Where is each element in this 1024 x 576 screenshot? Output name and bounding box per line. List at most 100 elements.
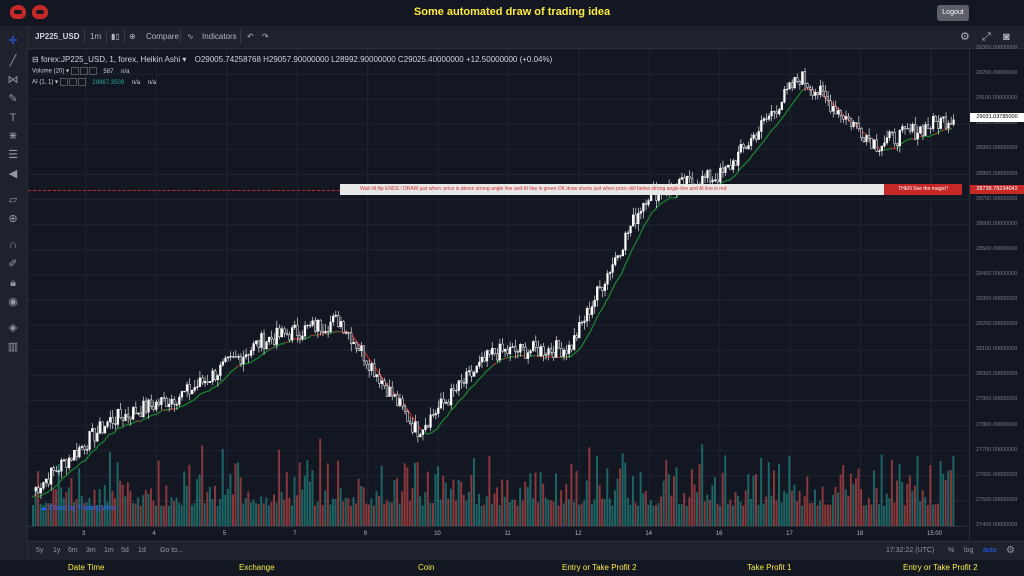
ai-line-segment — [462, 394, 466, 399]
chevron-down-icon[interactable]: ▾ — [182, 55, 187, 64]
symbol-selector[interactable]: JP225_USD — [35, 32, 80, 41]
layers-icon[interactable]: ◈ — [8, 322, 18, 334]
interval-selector[interactable]: 1m — [90, 32, 102, 41]
chart-pane[interactable] — [28, 48, 969, 541]
candle-body — [455, 389, 458, 392]
range-5d[interactable]: 5d — [121, 547, 129, 554]
volume-bar — [601, 498, 604, 526]
volume-bar — [796, 501, 799, 526]
ai-line-segment — [757, 144, 761, 150]
compare-button[interactable]: Compare — [146, 32, 179, 41]
bottom-toolbar: 5y 1y 6m 3m 1m 5d 1d Go to... 17:32:22 (… — [28, 541, 1024, 560]
candle-body — [73, 449, 76, 461]
volume-study-name[interactable]: Volume (20) — [32, 68, 65, 75]
volume-bar — [678, 504, 681, 526]
ruler-icon[interactable]: ▱ — [8, 194, 18, 206]
undo-icon[interactable]: ↶ — [247, 32, 254, 41]
volume-bar — [829, 504, 832, 526]
redo-icon[interactable]: ↷ — [262, 32, 269, 41]
chevron-down-icon[interactable]: ▾ — [66, 68, 70, 75]
study-settings-icon[interactable] — [79, 67, 88, 75]
text-icon[interactable]: T — [9, 112, 17, 124]
range-5y[interactable]: 5y — [36, 547, 44, 554]
study-close-icon[interactable] — [77, 78, 86, 86]
collapse-icon[interactable]: ⊟ — [32, 55, 39, 64]
settings-icon[interactable]: ⚙ — [1006, 545, 1015, 556]
ai-line-segment — [534, 355, 538, 357]
zoom-in-icon[interactable]: ⊕ — [8, 213, 18, 225]
candle-body — [98, 421, 101, 434]
range-1m[interactable]: 1m — [104, 547, 114, 554]
goto-button[interactable]: Go to... — [160, 547, 183, 554]
candle-body — [706, 170, 709, 179]
candle-body — [355, 342, 358, 349]
ai-line-segment — [500, 358, 504, 361]
ai-line-segment — [792, 98, 797, 103]
chevron-down-icon[interactable]: ▾ — [55, 79, 59, 86]
lock-icon[interactable]: 🔒︎ — [10, 277, 16, 289]
ai-line-segment — [790, 101, 794, 107]
study-settings-icon[interactable] — [68, 78, 77, 86]
trendline-icon[interactable]: ╱ — [9, 55, 17, 67]
candle-body — [926, 124, 930, 129]
trash-icon[interactable]: ▥ — [7, 341, 19, 353]
fullscreen-icon[interactable]: ⤢ — [982, 31, 991, 43]
volume-bar — [698, 464, 701, 526]
candle-body — [96, 432, 99, 442]
ai-study-name[interactable]: AI (1, 1) — [32, 79, 54, 86]
study-eye-icon[interactable] — [59, 78, 68, 86]
candle-body — [890, 131, 894, 133]
volume-bar — [642, 493, 645, 526]
candle-body — [434, 413, 437, 416]
utc-clock[interactable]: 17:32:22 (UTC) — [886, 547, 935, 554]
candle-body — [444, 402, 448, 404]
volume-bar — [393, 479, 396, 526]
compare-icon[interactable]: ⊕ — [129, 32, 136, 41]
fib-icon[interactable]: ⋈ — [7, 74, 19, 86]
candle-body — [334, 314, 337, 317]
range-6m[interactable]: 6m — [68, 547, 78, 554]
candle-body — [757, 131, 760, 140]
volume-bar — [619, 468, 622, 526]
time-axis[interactable]: 3 4 5 7 9 10 11 12 14 16 17 18 15:00 — [28, 526, 969, 542]
auto-toggle[interactable]: auto — [983, 547, 997, 554]
ai-line-segment — [98, 442, 102, 446]
percent-toggle[interactable]: % — [948, 547, 955, 554]
candle-body — [465, 371, 468, 384]
study-eye-icon[interactable] — [70, 67, 79, 75]
candle-body — [831, 106, 835, 112]
indicators-icon[interactable]: ∿ — [187, 32, 194, 41]
crosshair-icon[interactable]: ✛ — [8, 35, 18, 47]
eye-icon[interactable]: ◉ — [8, 296, 18, 308]
stay-drawing-icon[interactable]: ✐ — [8, 258, 18, 270]
chart-style-icon[interactable]: ▮▯ — [111, 32, 120, 41]
candle-body — [503, 349, 507, 352]
camera-icon[interactable]: ◙ — [1003, 31, 1010, 43]
volume-bar — [247, 491, 250, 526]
ai-line-segment — [231, 368, 235, 372]
volume-bar — [408, 500, 411, 526]
back-arrow-icon[interactable]: ◀ — [8, 168, 18, 180]
candle-body — [775, 111, 778, 115]
range-1y[interactable]: 1y — [53, 547, 61, 554]
volume-bar — [252, 499, 255, 526]
ai-line-segment — [190, 399, 194, 403]
range-1d[interactable]: 1d — [138, 547, 146, 554]
prediction-icon[interactable]: ☰ — [8, 149, 18, 161]
pattern-icon[interactable]: ⋇ — [8, 130, 18, 142]
ai-line-segment — [441, 417, 446, 422]
candle-body — [439, 398, 442, 409]
range-3m[interactable]: 3m — [86, 547, 96, 554]
ai-line-segment — [723, 179, 728, 183]
price-axis[interactable]: 29300.00000000 29200.00000000 29100.000000… — [969, 45, 1024, 541]
settings-icon[interactable]: ⚙ — [960, 31, 970, 43]
pen-icon[interactable]: ✎ — [8, 93, 18, 105]
study-close-icon[interactable] — [88, 67, 97, 75]
volume-bar — [860, 488, 863, 526]
tradingview-watermark[interactable]: ☁ Chart by TradingView — [40, 504, 116, 512]
logout-button[interactable]: Logout — [937, 5, 969, 21]
magnet-icon[interactable]: ∩ — [9, 239, 17, 251]
indicators-button[interactable]: Indicators — [202, 32, 237, 41]
log-toggle[interactable]: log — [964, 547, 974, 554]
volume-bar — [870, 504, 873, 526]
